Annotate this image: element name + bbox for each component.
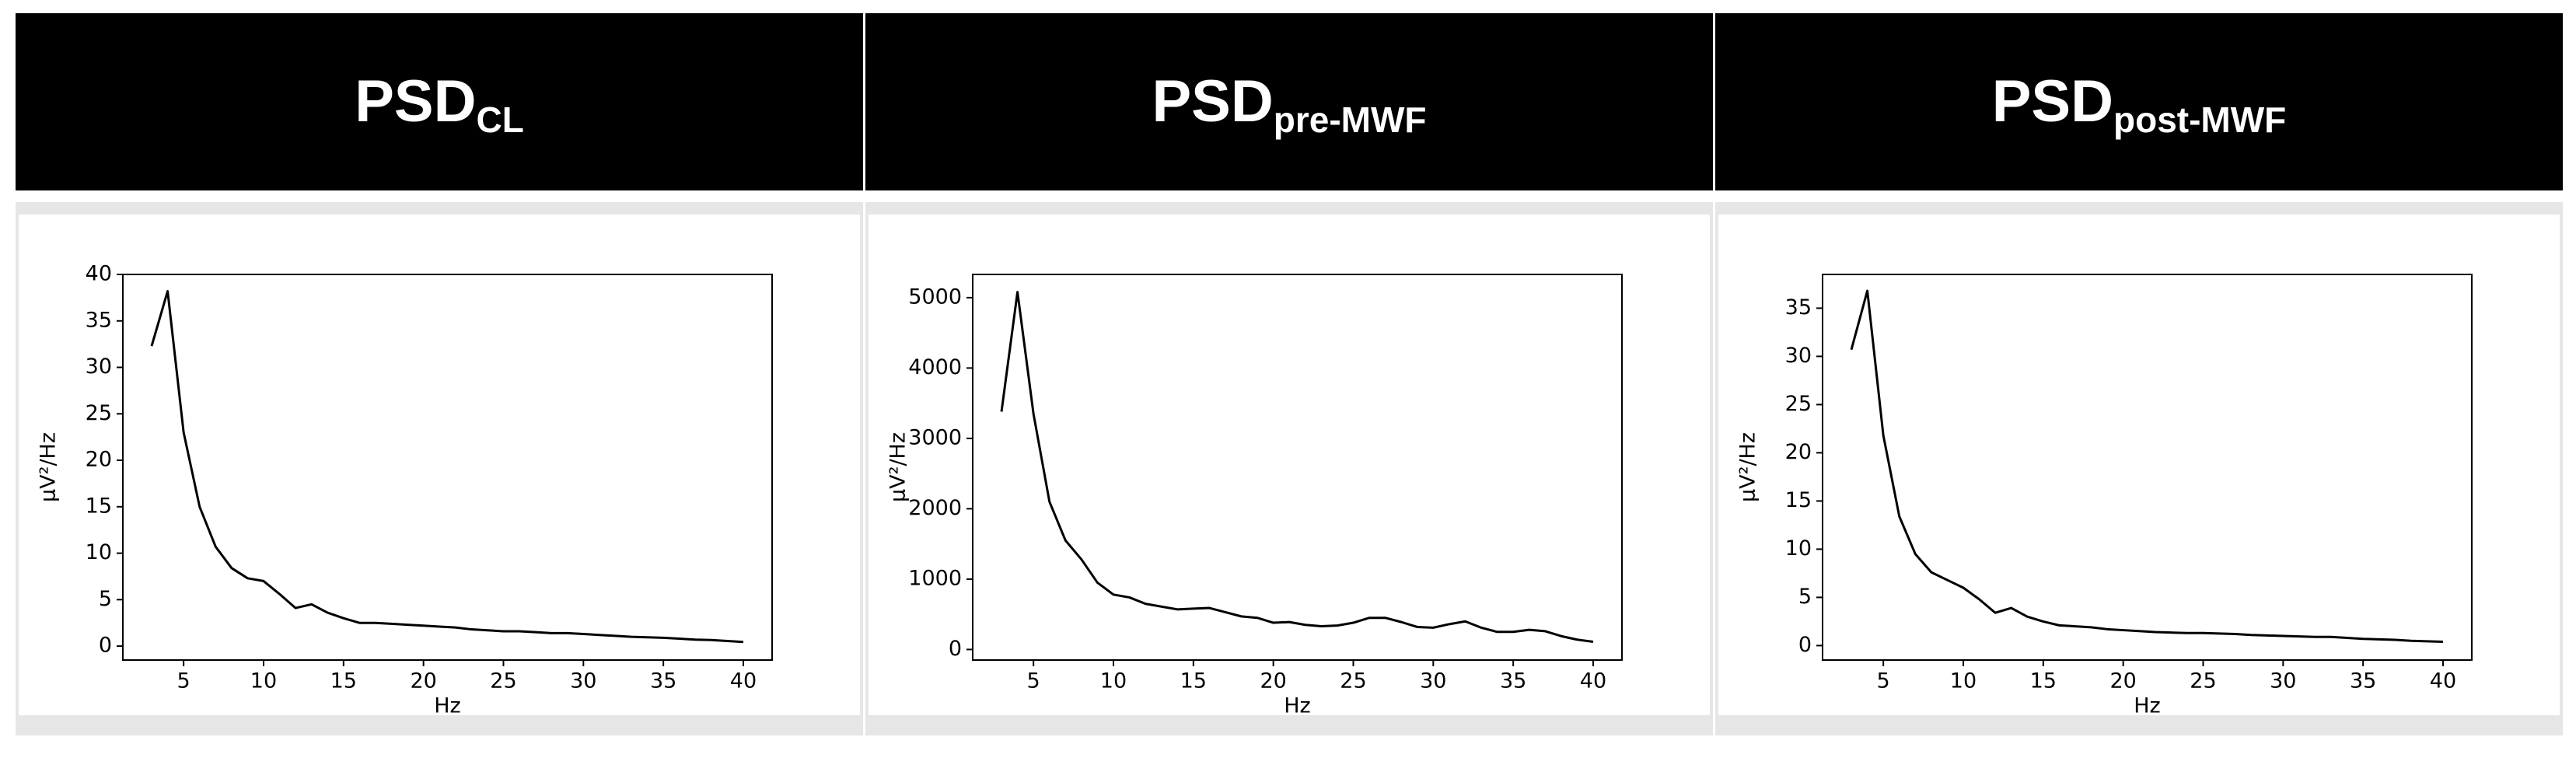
x-tick-label: 40 [730, 669, 757, 693]
x-tick-label: 40 [2430, 669, 2456, 693]
x-tick-label: 5 [177, 669, 190, 693]
x-tick-label: 35 [2350, 669, 2376, 693]
x-tick-label: 20 [2109, 669, 2136, 693]
line [1000, 291, 1594, 643]
y-tick-label: 0 [1798, 633, 1812, 657]
title-main: PSD [1992, 68, 2113, 134]
panel: PSDCL 0 5 10 15 20 25 30 35 40 5 10 15 20 25 30 35 40 Hz μV… [16, 13, 863, 735]
y-tick-label: 25 [1785, 392, 1812, 416]
x-axis-label: Hz [434, 694, 460, 718]
x-tick-label: 35 [650, 669, 676, 693]
x-tick-label: 25 [490, 669, 516, 693]
y-tick-label: 10 [1785, 536, 1812, 561]
x-tick-label: 20 [1260, 669, 1286, 693]
x-tick-label: 15 [1180, 669, 1207, 693]
x-tick-label: 15 [2030, 669, 2057, 693]
y-tick-label: 5 [99, 587, 112, 611]
x-tick-label: 10 [1100, 669, 1127, 693]
x-tick-label: 20 [410, 669, 436, 693]
panel-body [869, 215, 1710, 715]
line [150, 290, 744, 644]
panel-header [16, 13, 863, 190]
line [1850, 289, 2444, 643]
x-axis-label: Hz [2134, 694, 2160, 718]
panel-title: PSDCL [355, 68, 524, 140]
x-tick-label: 30 [1420, 669, 1446, 693]
panel: PSDpost-MWF 0 5 10 15 20 25 30 35 5 10 15 20 25 30 35 40… [1715, 13, 2563, 735]
y-tick-label: 4000 [908, 355, 962, 379]
x-tick-label: 30 [2270, 669, 2296, 693]
y-tick-label: 25 [86, 401, 112, 425]
y-tick-label: 35 [1785, 295, 1812, 320]
title-sub: pre-MWF [1274, 100, 1427, 140]
y-axis-label: μV²/Hz [37, 432, 61, 502]
title-main: PSD [355, 68, 476, 134]
y-tick-label: 40 [86, 262, 112, 286]
x-tick-label: 40 [1580, 669, 1606, 693]
y-tick-label: 20 [1785, 440, 1812, 464]
y-tick-label: 15 [86, 494, 112, 518]
title-sub: post-MWF [2113, 100, 2286, 140]
y-tick-label: 0 [99, 634, 112, 658]
y-tick-label: 5000 [908, 285, 962, 309]
plot-frame [122, 274, 773, 661]
y-axis-label: μV²/Hz [1736, 432, 1760, 502]
x-tick-label: 5 [1027, 669, 1040, 693]
y-axis-label: μV²/Hz [886, 432, 911, 502]
y-tick-label: 5 [1798, 585, 1812, 609]
plot-frame [972, 274, 1623, 661]
x-tick-label: 15 [330, 669, 357, 693]
x-axis-label: Hz [1284, 694, 1310, 718]
panel-header [1715, 13, 2563, 190]
x-tick-label: 30 [570, 669, 596, 693]
x-tick-label: 10 [250, 669, 277, 693]
title-main: PSD [1152, 68, 1273, 134]
title-sub: CL [476, 100, 523, 140]
x-tick-label: 25 [1340, 669, 1366, 693]
panel-title: PSDpre-MWF [1152, 68, 1426, 140]
y-tick-label: 2000 [908, 496, 962, 520]
x-tick-label: 10 [1950, 669, 1977, 693]
panel: PSDpre-MWF 0 1000 2000 3000 4000 5000 5 10 15 20 25… [865, 13, 1713, 735]
y-tick-label: 35 [86, 308, 112, 332]
panel-title: PSDpost-MWF [1992, 68, 2287, 140]
y-tick-label: 0 [949, 637, 962, 661]
plot-frame [1822, 274, 2473, 661]
y-tick-label: 30 [1785, 344, 1812, 368]
y-tick-label: 15 [1785, 488, 1812, 512]
panel-header [865, 13, 1713, 190]
x-tick-label: 35 [1500, 669, 1526, 693]
y-tick-label: 1000 [908, 566, 962, 590]
y-tick-label: 10 [86, 540, 112, 564]
panel-body [1718, 215, 2560, 715]
y-tick-label: 3000 [908, 425, 962, 449]
panel-body [19, 215, 860, 715]
y-tick-label: 20 [86, 448, 112, 472]
y-tick-label: 30 [86, 355, 112, 379]
x-tick-label: 25 [2190, 669, 2216, 693]
x-tick-label: 5 [1877, 669, 1890, 693]
